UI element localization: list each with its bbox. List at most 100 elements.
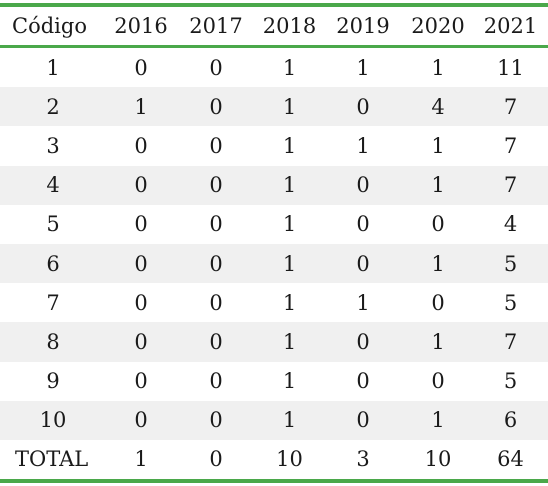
value-cell-2016: 0 bbox=[134, 212, 148, 237]
table-row: 3 0 0 1 1 1 7 bbox=[0, 126, 548, 165]
table-row: 8 0 0 1 0 1 7 bbox=[0, 322, 548, 362]
table-row: 7 0 0 1 1 0 5 bbox=[0, 283, 548, 322]
value-cell-2018: 1 bbox=[282, 329, 297, 354]
value-cell-2017: 0 bbox=[209, 251, 223, 276]
value-cell-2019: 0 bbox=[356, 212, 370, 237]
value-cell-2020: 0 bbox=[431, 212, 445, 237]
value-cell-2021: 7 bbox=[503, 173, 518, 198]
value-cell-2019: 1 bbox=[356, 133, 370, 158]
value-cell-2018: 1 bbox=[282, 251, 297, 276]
value-cell-2016: 0 bbox=[134, 408, 148, 433]
value-cell-2021: 7 bbox=[503, 329, 518, 354]
header-cell-2019: 2019 bbox=[336, 14, 390, 38]
value-cell-2021: 5 bbox=[503, 251, 518, 276]
header-cell-2018: 2018 bbox=[262, 14, 317, 38]
row-code-cell: 3 bbox=[46, 133, 60, 158]
value-cell-2017: 0 bbox=[209, 329, 223, 354]
value-cell-2016: 0 bbox=[134, 55, 148, 80]
value-cell-2017: 0 bbox=[209, 212, 223, 237]
value-cell-2018: 1 bbox=[282, 212, 297, 237]
value-cell-2017: 0 bbox=[209, 133, 223, 158]
value-cell-2020: 1 bbox=[431, 173, 445, 198]
table-row: 6 0 0 1 0 1 5 bbox=[0, 243, 548, 284]
value-cell-2016: 0 bbox=[134, 329, 148, 354]
value-cell-2017: 0 bbox=[209, 173, 223, 198]
bottom-rule bbox=[0, 479, 548, 483]
value-cell-2021: 4 bbox=[503, 212, 518, 237]
value-cell-2020: 0 bbox=[431, 369, 445, 394]
total-cell-2020: 10 bbox=[424, 447, 452, 472]
value-cell-2016: 0 bbox=[134, 369, 148, 394]
row-code-cell: 6 bbox=[46, 251, 60, 276]
total-cell-2019: 3 bbox=[356, 447, 370, 472]
value-cell-2021: 6 bbox=[503, 408, 518, 433]
total-cell-2017: 0 bbox=[209, 447, 223, 472]
table-row: 2 1 0 1 0 4 7 bbox=[0, 87, 548, 127]
value-cell-2018: 1 bbox=[282, 290, 297, 315]
table-row: 5 0 0 1 0 0 4 bbox=[0, 205, 548, 244]
value-cell-2016: 0 bbox=[134, 173, 148, 198]
value-cell-2021: 5 bbox=[503, 369, 518, 394]
value-cell-2018: 1 bbox=[282, 408, 297, 433]
row-code-cell: 8 bbox=[46, 329, 60, 354]
row-code-cell: 7 bbox=[46, 290, 60, 315]
value-cell-2017: 0 bbox=[209, 290, 223, 315]
value-cell-2019: 0 bbox=[356, 173, 370, 198]
header-cell-codigo: Código bbox=[12, 14, 87, 38]
header-cell-2017: 2017 bbox=[189, 14, 243, 38]
value-cell-2017: 0 bbox=[209, 94, 223, 119]
top-rule bbox=[0, 3, 548, 7]
value-cell-2020: 1 bbox=[431, 55, 445, 80]
value-cell-2016: 0 bbox=[134, 290, 148, 315]
value-cell-2020: 1 bbox=[431, 133, 445, 158]
value-cell-2020: 0 bbox=[431, 290, 445, 315]
table-row: 10 0 0 1 0 1 6 bbox=[0, 400, 548, 440]
value-cell-2018: 1 bbox=[282, 55, 297, 80]
value-cell-2020: 1 bbox=[431, 251, 445, 276]
value-cell-2020: 1 bbox=[431, 408, 445, 433]
value-cell-2021: 7 bbox=[503, 94, 518, 119]
value-cell-2019: 0 bbox=[356, 94, 370, 119]
value-cell-2016: 1 bbox=[134, 94, 148, 119]
value-cell-2020: 4 bbox=[431, 94, 445, 119]
header-cell-2020: 2020 bbox=[411, 14, 465, 38]
value-cell-2019: 0 bbox=[356, 408, 370, 433]
row-code-cell: 2 bbox=[46, 94, 60, 119]
row-code-cell: 4 bbox=[46, 173, 60, 198]
header-row: Código 2016 2017 2018 2019 2020 2021 bbox=[0, 7, 548, 45]
value-cell-2016: 0 bbox=[134, 133, 148, 158]
value-cell-2021: 7 bbox=[503, 133, 518, 158]
value-cell-2020: 1 bbox=[431, 329, 445, 354]
value-cell-2021: 5 bbox=[503, 290, 518, 315]
row-code-cell: 5 bbox=[46, 212, 60, 237]
table-row: 4 0 0 1 0 1 7 bbox=[0, 165, 548, 205]
table-body: 1 0 0 1 1 1 11 2 1 0 1 0 4 7 3 0 0 1 1 1 7 4 0 0 1 0 1 7 5 0 0 1 0 0 4 6 0 0 1… bbox=[0, 48, 548, 479]
value-cell-2021: 11 bbox=[497, 55, 524, 80]
value-cell-2019: 0 bbox=[356, 329, 370, 354]
value-cell-2017: 0 bbox=[209, 408, 223, 433]
value-cell-2019: 0 bbox=[356, 251, 370, 276]
value-cell-2018: 1 bbox=[282, 369, 297, 394]
row-code-cell: 1 bbox=[46, 55, 60, 80]
header-cell-2021: 2021 bbox=[483, 14, 538, 38]
total-row: TOTAL 1 0 10 3 10 64 bbox=[0, 440, 548, 479]
value-cell-2018: 1 bbox=[282, 94, 297, 119]
table-row: 1 0 0 1 1 1 11 bbox=[0, 48, 548, 87]
total-cell-2018: 10 bbox=[276, 447, 303, 472]
header-cell-2016: 2016 bbox=[114, 14, 168, 38]
total-cell-2021: 64 bbox=[497, 447, 524, 472]
value-cell-2018: 1 bbox=[282, 133, 297, 158]
header-rule bbox=[0, 45, 548, 48]
table-row: 9 0 0 1 0 0 5 bbox=[0, 362, 548, 401]
value-cell-2019: 1 bbox=[356, 55, 370, 80]
value-cell-2019: 0 bbox=[356, 369, 370, 394]
row-code-cell: 9 bbox=[46, 369, 60, 394]
value-cell-2016: 0 bbox=[134, 251, 148, 276]
value-cell-2017: 0 bbox=[209, 369, 223, 394]
total-cell-2016: 1 bbox=[134, 447, 148, 472]
value-cell-2017: 0 bbox=[209, 55, 223, 80]
value-cell-2019: 1 bbox=[356, 290, 370, 315]
total-label: TOTAL bbox=[15, 447, 89, 472]
value-cell-2018: 1 bbox=[282, 173, 297, 198]
